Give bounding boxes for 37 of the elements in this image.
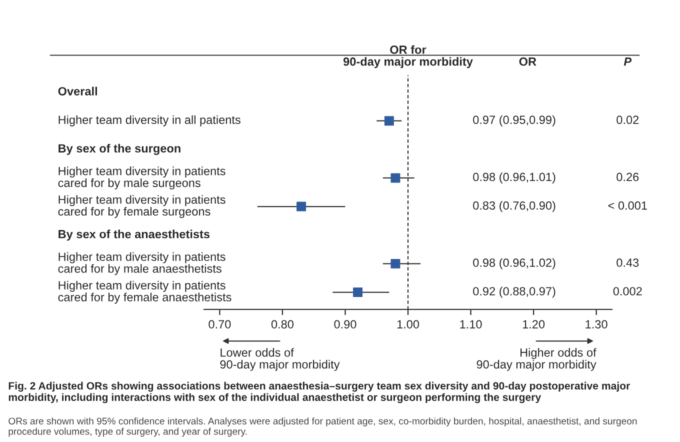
annotation: 0.98 (0.96,1.01) [473,172,556,184]
x-tick-label: 1.20 [522,320,545,328]
x-tick-label: 1.30 [586,320,608,328]
y-tick-label: Higher team diversity in patients cared for by female surgeons [58,195,226,218]
y-tick-label: Higher team diversity in patients cared for by male anaesthetists [58,252,226,276]
x-tick-label: 0.70 [208,320,231,328]
annotation: 0.98 (0.96,1.02) [473,258,556,270]
text: 0.26 [616,172,639,182]
text: P [624,58,632,66]
annotation: < 0.001 [608,201,647,210]
y-tick-label: Higher team diversity in patients cared for by female anaesthetists [58,280,232,304]
annotation: 0.97 (0.95,0.99) [473,115,556,126]
point [353,288,363,298]
text: 0.43 [616,258,639,267]
x-tick-label: 1.10 [460,320,482,328]
y-tick-label: Higher team diversity in patients cared for by male surgeons [58,166,226,190]
y-tick-label: By sex of the anaesthetists [58,230,210,241]
text: Fig. 2 Adjusted ORs showing associations between anaesthesia–surgery team sex diversity and 90-day postoperative major morbidity, including interactions with sex of the individual anaesthetist or surgeon performing the surgery [8,382,630,404]
y-tick-label: Overall [58,86,97,96]
point [296,202,306,212]
point [384,116,394,126]
text: 0.02 [616,116,639,124]
text: Lower odds of 90-day major morbidity [220,348,340,371]
annotation: 0.83 (0.76,0.90) [473,201,556,212]
annotation: 0.92 (0.88,0.97) [473,286,556,298]
x-tick-label: 0.80 [271,320,294,328]
y-tick-label: By sex of the surgeon [58,144,180,155]
y-tick-label: Higher team diversity in all patients [58,115,240,126]
x-axis-title: OR for 90-day major morbidity [343,45,473,68]
point [390,173,400,183]
text: Higher odds of 90-day major morbidity [476,348,596,371]
text: OR [519,57,536,66]
x-tick-label: 0.90 [334,320,356,328]
text: 0.002 [613,287,642,296]
x-tick-label: 1.00 [397,320,420,328]
point [390,258,400,268]
text: ORs are shown with 95% confidence intervals. Analyses were adjusted for patient age, sex, co-morbidity burden, hospital, anaesthetist, and surgeon procedure volumes, type of surgery, and year of surgery. [8,417,637,437]
